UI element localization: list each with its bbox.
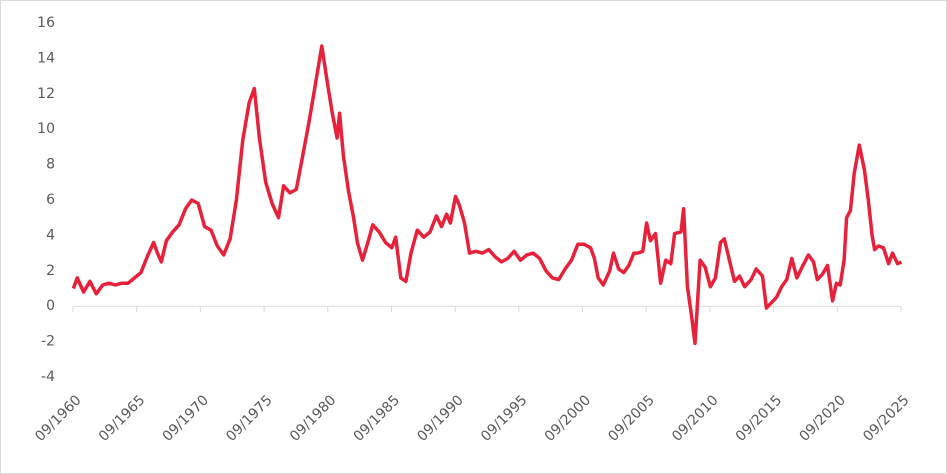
series-line xyxy=(71,44,903,346)
y-tick-label: 8 xyxy=(46,157,55,173)
y-tick-label: 12 xyxy=(37,86,55,102)
y-tick-label: 10 xyxy=(37,121,55,137)
y-tick-label: -4 xyxy=(41,369,55,385)
y-tick-label: -2 xyxy=(41,334,55,350)
y-tick-label: 4 xyxy=(46,227,55,243)
y-tick-label: 16 xyxy=(37,15,55,31)
y-tick-label: 6 xyxy=(46,192,55,208)
y-tick-label: 2 xyxy=(46,263,55,279)
y-tick-label: 14 xyxy=(37,50,55,66)
y-tick-label: 0 xyxy=(46,298,55,314)
